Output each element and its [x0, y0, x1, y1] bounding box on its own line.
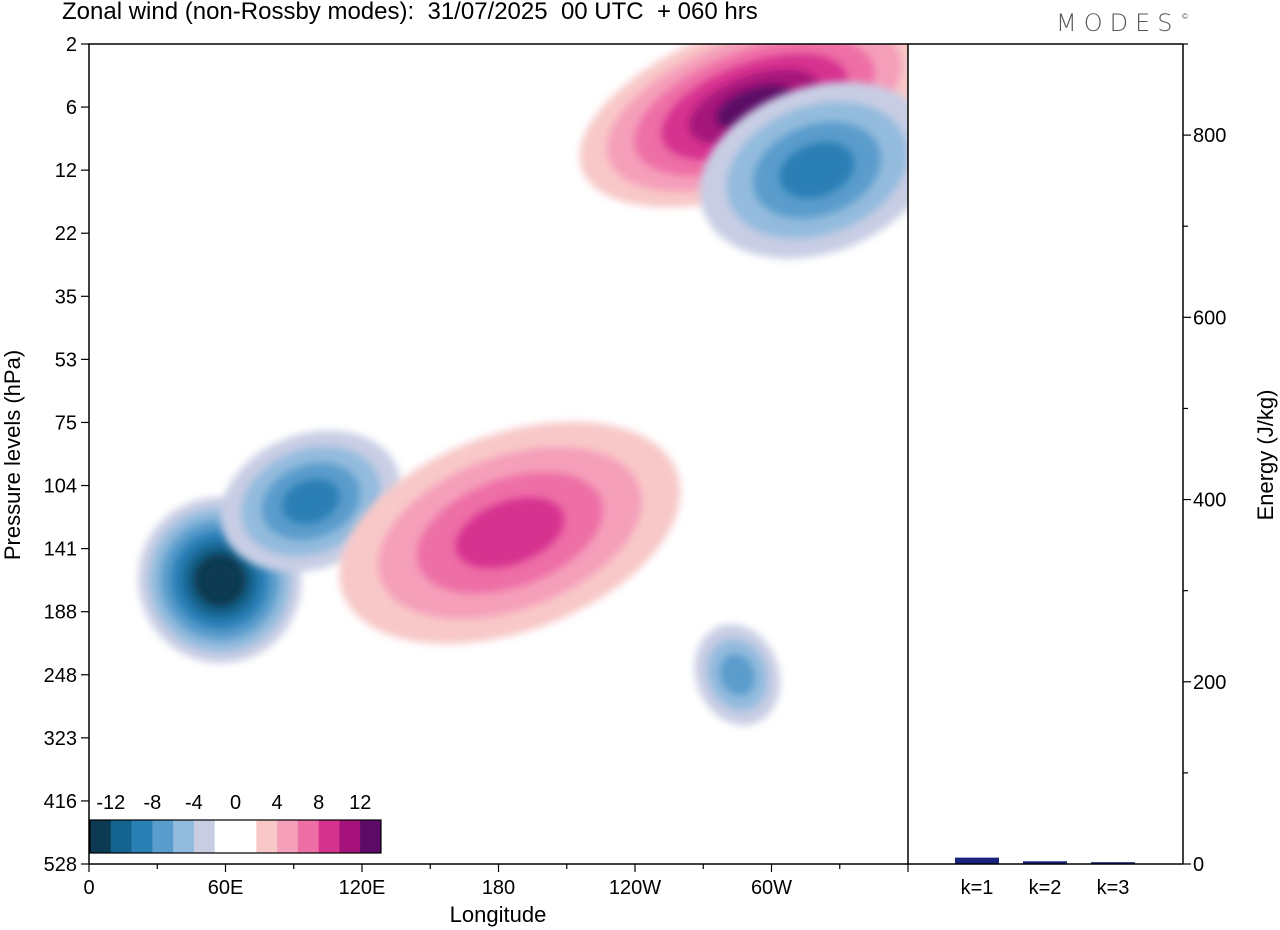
energy-bars [955, 857, 1135, 864]
y-tick-label: 188 [44, 602, 77, 624]
colorbar-swatch [110, 820, 133, 853]
y-tick-label: 53 [55, 349, 77, 371]
colorbar-swatch [173, 820, 195, 853]
y-axis-ticks: 2 6 12 22 35 53 75 104 141 188 248 323 416 528 [44, 34, 89, 876]
colorbar-label: 12 [349, 792, 371, 814]
y-tick-label: 416 [44, 791, 77, 813]
wavenumber-labels: k=1 k=2 k=3 [961, 877, 1130, 899]
energy-tick-label: 200 [1193, 672, 1226, 694]
colorbar-frame [89, 819, 382, 854]
energy-bar-k=1 [955, 857, 999, 864]
x-tick-label: 60W [751, 877, 792, 899]
colorbar-swatch [193, 820, 216, 853]
colorbar-swatch [90, 820, 112, 853]
colorbar-swatch [360, 820, 382, 853]
colorbar-label: -12 [96, 792, 125, 814]
x-axis-title: Longitude [450, 902, 547, 927]
x-tick-label: 60E [208, 877, 244, 899]
colorbar-swatch [152, 820, 174, 853]
field-easterly-band-upper [779, 142, 855, 199]
x-tick-label: 120E [339, 877, 386, 899]
colorbar-label: 8 [313, 792, 324, 814]
energy-bar-k=3 [1091, 862, 1135, 864]
colorbar-swatch [256, 820, 278, 853]
brand-mark: © [1182, 12, 1188, 21]
x-tick-label: 120W [609, 877, 661, 899]
colorbar-swatch [214, 820, 236, 853]
colorbar-swatch [277, 820, 299, 853]
y-axis-title: Pressure levels (hPa) [0, 350, 25, 560]
wind-field [138, 44, 908, 726]
colorbar-label: -8 [143, 792, 161, 814]
colorbar-swatch [235, 820, 257, 853]
y-tick-label: 12 [55, 160, 77, 182]
chart-title: Zonal wind (non-Rossby modes): 31/07/202… [62, 0, 758, 25]
y-tick-label: 248 [44, 665, 77, 687]
colorbar-swatch [318, 820, 340, 853]
y-tick-label: 2 [66, 34, 77, 56]
colorbar-swatch [339, 820, 361, 853]
x-tick-label: 0 [83, 877, 94, 899]
y-tick-label: 141 [44, 539, 77, 561]
x-tick-label: 180 [482, 877, 515, 899]
y-tick-label: 528 [44, 854, 77, 876]
y-tick-label: 6 [66, 97, 77, 119]
energy-tick-label: 600 [1193, 307, 1226, 329]
colorbar-labels: -12 -8 -4 0 4 8 12 [96, 792, 371, 814]
y-tick-label: 35 [55, 286, 77, 308]
y-tick-label: 323 [44, 728, 77, 750]
energy-axis-title: Energy (J/kg) [1253, 390, 1278, 521]
field-easterly-tongue [282, 478, 340, 524]
colorbar-label: 4 [272, 792, 283, 814]
axes [88, 43, 1184, 865]
energy-axis-ticks: 0 200 400 600 800 [1183, 43, 1226, 876]
energy-tick-label: 0 [1193, 854, 1204, 876]
colorbar [89, 819, 382, 854]
field-westerly-band-mid [455, 497, 565, 569]
y-tick-label: 75 [55, 412, 77, 434]
colorbar-swatch [131, 820, 153, 853]
field-strong-easterly-core [204, 564, 236, 596]
colorbar-swatch [297, 820, 320, 853]
colorbar-label: -4 [185, 792, 203, 814]
energy-tick-label: 800 [1193, 125, 1226, 147]
energy-bar-k=2 [1023, 861, 1067, 864]
y-tick-label: 104 [44, 476, 77, 498]
wavenumber-label: k=3 [1097, 877, 1130, 899]
wavenumber-label: k=1 [961, 877, 994, 899]
x-axis-ticks: 0 60E 120E 180 120W 60W [83, 864, 909, 899]
field-lower-patch-east [719, 653, 755, 696]
colorbar-label: 0 [230, 792, 241, 814]
energy-tick-label: 400 [1193, 490, 1226, 512]
wavenumber-label: k=2 [1029, 877, 1062, 899]
brand-logo: MODES [1056, 9, 1180, 37]
y-tick-label: 22 [55, 223, 77, 245]
